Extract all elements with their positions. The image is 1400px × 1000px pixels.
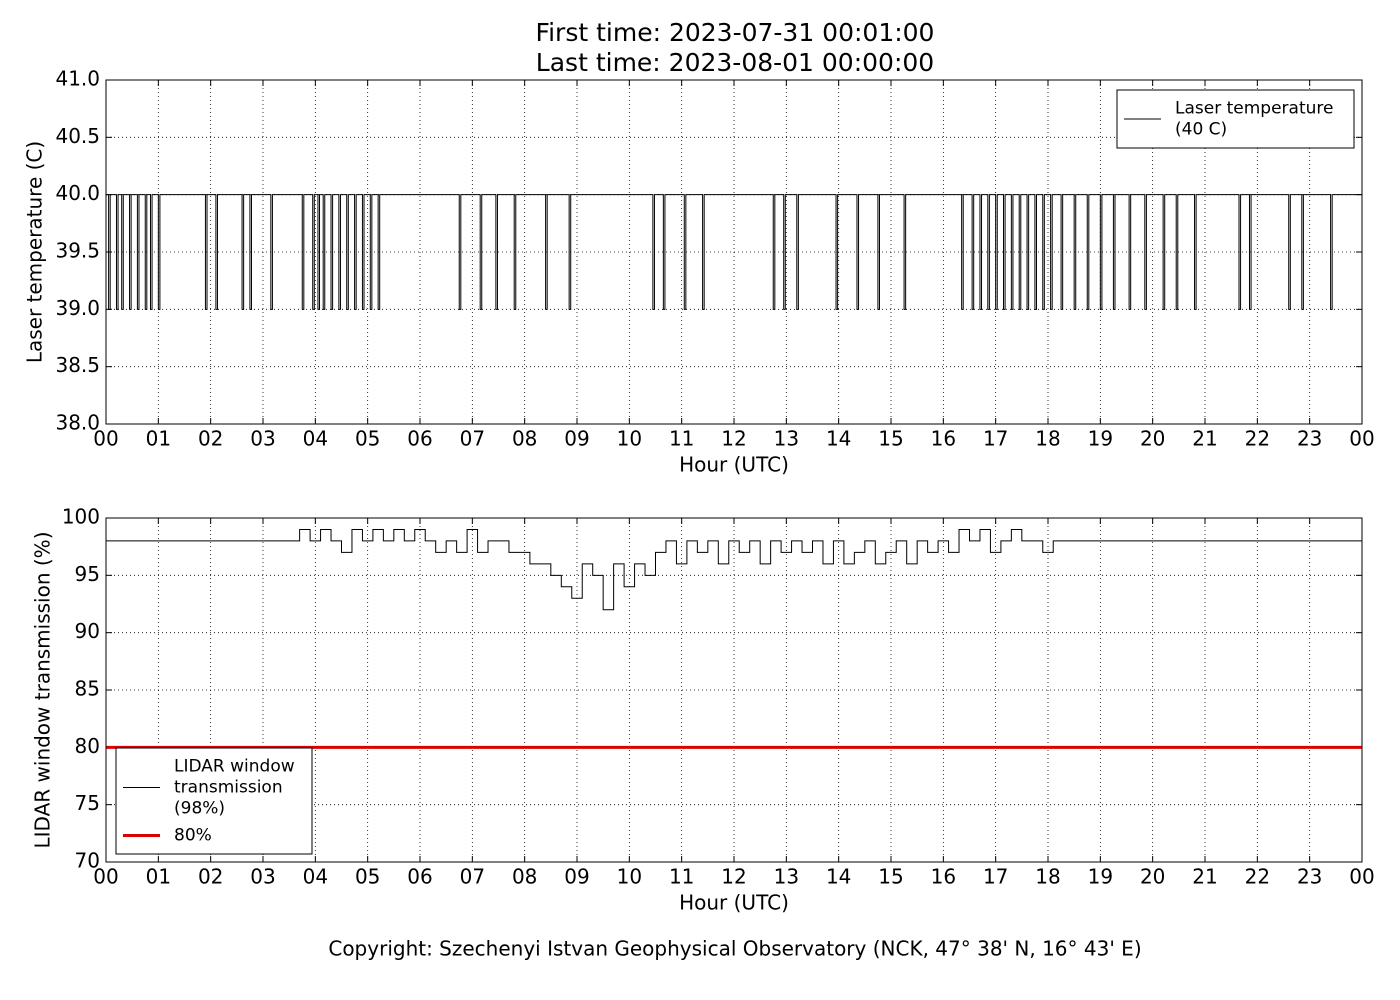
x-tick-label: 01: [146, 427, 171, 451]
legend-label: Laser temperature: [1175, 99, 1333, 119]
y-tick-label: 38.0: [55, 411, 100, 435]
x-tick-label: 06: [407, 427, 432, 451]
legend-label: (98%): [174, 799, 225, 819]
x-tick-label: 15: [878, 427, 903, 451]
x-tick-label: 14: [826, 427, 851, 451]
data-line: [106, 528, 1362, 611]
x-tick-label: 18: [1035, 427, 1060, 451]
footer: Copyright: Szechenyi Istvan Geophysical …: [328, 937, 1141, 961]
y-tick-label: 40.5: [55, 124, 100, 148]
x-tick-label: 14: [826, 865, 851, 889]
x-tick-label: 09: [564, 865, 589, 889]
x-tick-label: 16: [931, 865, 956, 889]
x-tick-label: 11: [669, 427, 694, 451]
x-tick-label: 17: [983, 865, 1008, 889]
data-line: [106, 194, 1362, 310]
x-tick-label: 17: [983, 427, 1008, 451]
legend-label: LIDAR window: [174, 757, 295, 777]
chart-title: Last time: 2023-08-01 00:00:00: [536, 48, 934, 77]
plot-area: [106, 194, 1362, 310]
x-tick-label: 21: [1192, 427, 1217, 451]
x-tick-label: 08: [512, 427, 537, 451]
y-tick-label: 40.0: [55, 181, 100, 205]
x-tick-label: 05: [355, 865, 380, 889]
y-tick-label: 95: [75, 562, 100, 586]
x-tick-label: 23: [1297, 865, 1322, 889]
y-tick-label: 39.5: [55, 239, 100, 263]
x-tick-label: 03: [250, 865, 275, 889]
x-tick-label: 15: [878, 865, 903, 889]
y-tick-label: 38.5: [55, 353, 100, 377]
x-tick-label: 00: [93, 865, 118, 889]
y-tick-label: 90: [75, 619, 100, 643]
legend-label: transmission: [174, 778, 283, 798]
legend-label: (40 C): [1175, 120, 1227, 140]
x-tick-label: 00: [1349, 427, 1374, 451]
axes-frame: [105, 79, 1363, 425]
x-tick-label: 19: [1088, 427, 1113, 451]
x-tick-label: 00: [93, 427, 118, 451]
x-tick-label: 04: [303, 427, 328, 451]
y-tick-label: 39.0: [55, 296, 100, 320]
x-tick-label: 07: [460, 427, 485, 451]
x-tick-label: 06: [407, 865, 432, 889]
x-tick-label: 13: [774, 427, 799, 451]
y-tick-label: 100: [62, 505, 100, 529]
plot-area: [106, 528, 1362, 749]
y-tick-label: 41.0: [55, 67, 100, 91]
x-axis-label: Hour (UTC): [679, 891, 789, 915]
x-tick-label: 02: [198, 427, 223, 451]
x-tick-label: 07: [460, 865, 485, 889]
x-tick-label: 08: [512, 865, 537, 889]
x-tick-label: 22: [1245, 865, 1270, 889]
y-tick-label: 70: [75, 849, 100, 873]
x-tick-label: 22: [1245, 427, 1270, 451]
x-axis-label: Hour (UTC): [679, 453, 789, 477]
x-tick-label: 19: [1088, 865, 1113, 889]
x-tick-label: 18: [1035, 865, 1060, 889]
x-tick-label: 20: [1140, 865, 1165, 889]
x-tick-label: 12: [721, 865, 746, 889]
x-tick-label: 03: [250, 427, 275, 451]
x-tick-label: 11: [669, 865, 694, 889]
x-tick-label: 10: [617, 427, 642, 451]
y-tick-label: 80: [75, 734, 100, 758]
x-tick-label: 10: [617, 865, 642, 889]
x-tick-label: 20: [1140, 427, 1165, 451]
x-tick-label: 16: [931, 427, 956, 451]
y-axis-label: Laser temperature (C): [23, 141, 47, 363]
x-tick-label: 13: [774, 865, 799, 889]
x-tick-label: 02: [198, 865, 223, 889]
legend-label: 80%: [174, 826, 212, 846]
x-tick-label: 05: [355, 427, 380, 451]
y-axis-label: LIDAR window transmission (%): [31, 532, 55, 849]
x-tick-label: 21: [1192, 865, 1217, 889]
x-tick-label: 00: [1349, 865, 1374, 889]
x-tick-label: 09: [564, 427, 589, 451]
y-tick-label: 85: [75, 677, 100, 701]
x-tick-label: 12: [721, 427, 746, 451]
y-tick-label: 75: [75, 791, 100, 815]
x-tick-label: 01: [146, 865, 171, 889]
x-tick-label: 04: [303, 865, 328, 889]
axes-frame: [105, 517, 1363, 863]
chart-title: First time: 2023-07-31 00:01:00: [536, 18, 935, 47]
x-tick-label: 23: [1297, 427, 1322, 451]
